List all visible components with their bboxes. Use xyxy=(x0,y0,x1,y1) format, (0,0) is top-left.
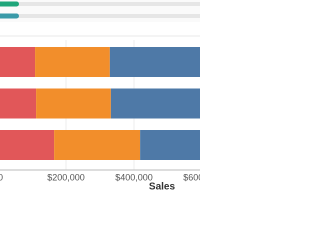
bar-segment xyxy=(140,130,200,160)
x-tick-label: $0 xyxy=(0,172,3,182)
x-axis-title: Sales xyxy=(149,182,176,193)
filter-pill[interactable] xyxy=(0,13,19,19)
bar-segment xyxy=(54,130,141,160)
chart: Sales $0 $200,000 $400,000 $600,000 xyxy=(0,0,200,193)
bar-segment xyxy=(0,130,55,160)
bar-segment xyxy=(0,47,36,77)
x-tick-label: $400,000 xyxy=(115,172,153,182)
bar-segment xyxy=(0,88,37,119)
x-tick-label: $600,000 xyxy=(183,172,200,182)
x-tick-label: $200,000 xyxy=(47,172,85,182)
bar-segment xyxy=(36,88,111,119)
bar-segment xyxy=(109,47,200,77)
filter-pill[interactable] xyxy=(0,1,19,7)
page: {"chart_data": {"type": "bar", "orientat… xyxy=(0,0,200,193)
bar-segment xyxy=(35,47,110,77)
bar-segment xyxy=(110,88,200,119)
